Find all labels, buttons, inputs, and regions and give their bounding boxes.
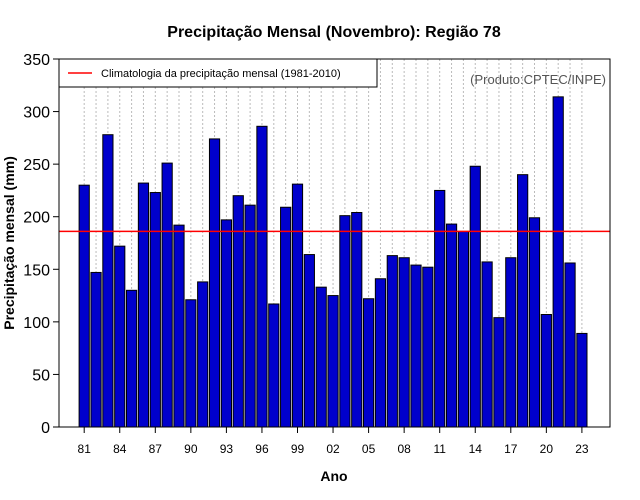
bar-90 — [185, 299, 197, 428]
x-tick-label: 84 — [113, 442, 127, 456]
bar-93 — [220, 219, 233, 428]
bar-13 — [457, 230, 469, 428]
x-tick-label: 02 — [326, 442, 340, 456]
bar-07 — [386, 255, 398, 428]
bar-84 — [114, 245, 126, 428]
x-tick-label: 14 — [469, 442, 483, 456]
bar-82 — [90, 271, 102, 428]
y-tick-label: 300 — [23, 105, 50, 122]
bar-22 — [564, 262, 576, 428]
x-tick-label: 99 — [291, 442, 305, 456]
bar-06 — [374, 278, 387, 428]
y-axis-title: Precipitação mensal (mm) — [1, 156, 17, 330]
legend: Climatologia da precipitação mensal (198… — [58, 58, 378, 88]
bar-98 — [280, 206, 292, 428]
bar-05 — [363, 298, 375, 428]
bar-91 — [197, 281, 209, 428]
bar-17 — [505, 257, 517, 428]
bar-89 — [173, 224, 185, 428]
bar-87 — [149, 192, 161, 428]
y-tick-label: 350 — [23, 52, 50, 69]
bar-09 — [410, 264, 422, 428]
chart-title: Precipitação Mensal (Novembro): Região 7… — [167, 24, 501, 41]
bar-00 — [303, 254, 315, 428]
bar-92 — [208, 138, 221, 428]
bar-11 — [434, 189, 446, 428]
bar-99 — [291, 183, 304, 428]
bar-96 — [256, 125, 268, 428]
bar-01 — [315, 286, 327, 428]
x-tick-label: 08 — [397, 442, 411, 456]
bar-94 — [232, 195, 244, 428]
bar-83 — [102, 134, 114, 428]
bar-23 — [576, 332, 588, 428]
legend-box — [58, 58, 378, 88]
y-tick-label: 0 — [41, 420, 50, 437]
bar-19 — [528, 217, 541, 428]
bar-97 — [268, 303, 280, 428]
y-tick-label: 150 — [23, 262, 50, 279]
x-tick-label: 96 — [255, 442, 269, 456]
bar-15 — [481, 261, 493, 428]
x-tick-label: 17 — [504, 442, 518, 456]
bar-03 — [339, 215, 351, 428]
bars — [78, 96, 588, 428]
bar-86 — [137, 182, 150, 428]
bar-88 — [161, 162, 173, 428]
x-tick-label: 23 — [575, 442, 589, 456]
y-tick-label: 250 — [23, 157, 50, 174]
bar-04 — [351, 212, 363, 428]
y-axis: 0 50 100 150 200 250 300 350 — [23, 52, 59, 437]
bar-10 — [422, 266, 434, 428]
bar-18 — [517, 174, 529, 428]
bar-81 — [78, 184, 90, 428]
source-note: (Produto:CPTEC/INPE) — [470, 72, 606, 87]
bar-08 — [398, 257, 410, 428]
bar-95 — [244, 204, 256, 428]
bar-20 — [540, 313, 552, 428]
x-tick-label: 93 — [220, 442, 234, 456]
x-tick-label: 05 — [362, 442, 376, 456]
bar-16 — [493, 317, 505, 428]
bar-85 — [126, 289, 138, 428]
bar-02 — [327, 295, 339, 428]
x-tick-label: 11 — [433, 442, 446, 456]
y-tick-label: 200 — [23, 210, 50, 227]
x-tick-label: 87 — [149, 442, 163, 456]
y-tick-label: 100 — [23, 315, 50, 332]
legend-entry: Climatologia da precipitação mensal (198… — [101, 68, 341, 80]
x-axis-title: Ano — [320, 468, 347, 484]
x-tick-label: 90 — [184, 442, 198, 456]
x-axis: 81 84 87 90 93 96 99 02 05 08 11 14 17 20 23 — [78, 427, 589, 456]
bar-14 — [469, 165, 481, 428]
bar-21 — [552, 96, 564, 428]
x-tick-label: 81 — [78, 442, 92, 456]
y-tick-label: 50 — [32, 367, 50, 384]
bar-12 — [445, 223, 458, 428]
x-tick-label: 20 — [540, 442, 554, 456]
